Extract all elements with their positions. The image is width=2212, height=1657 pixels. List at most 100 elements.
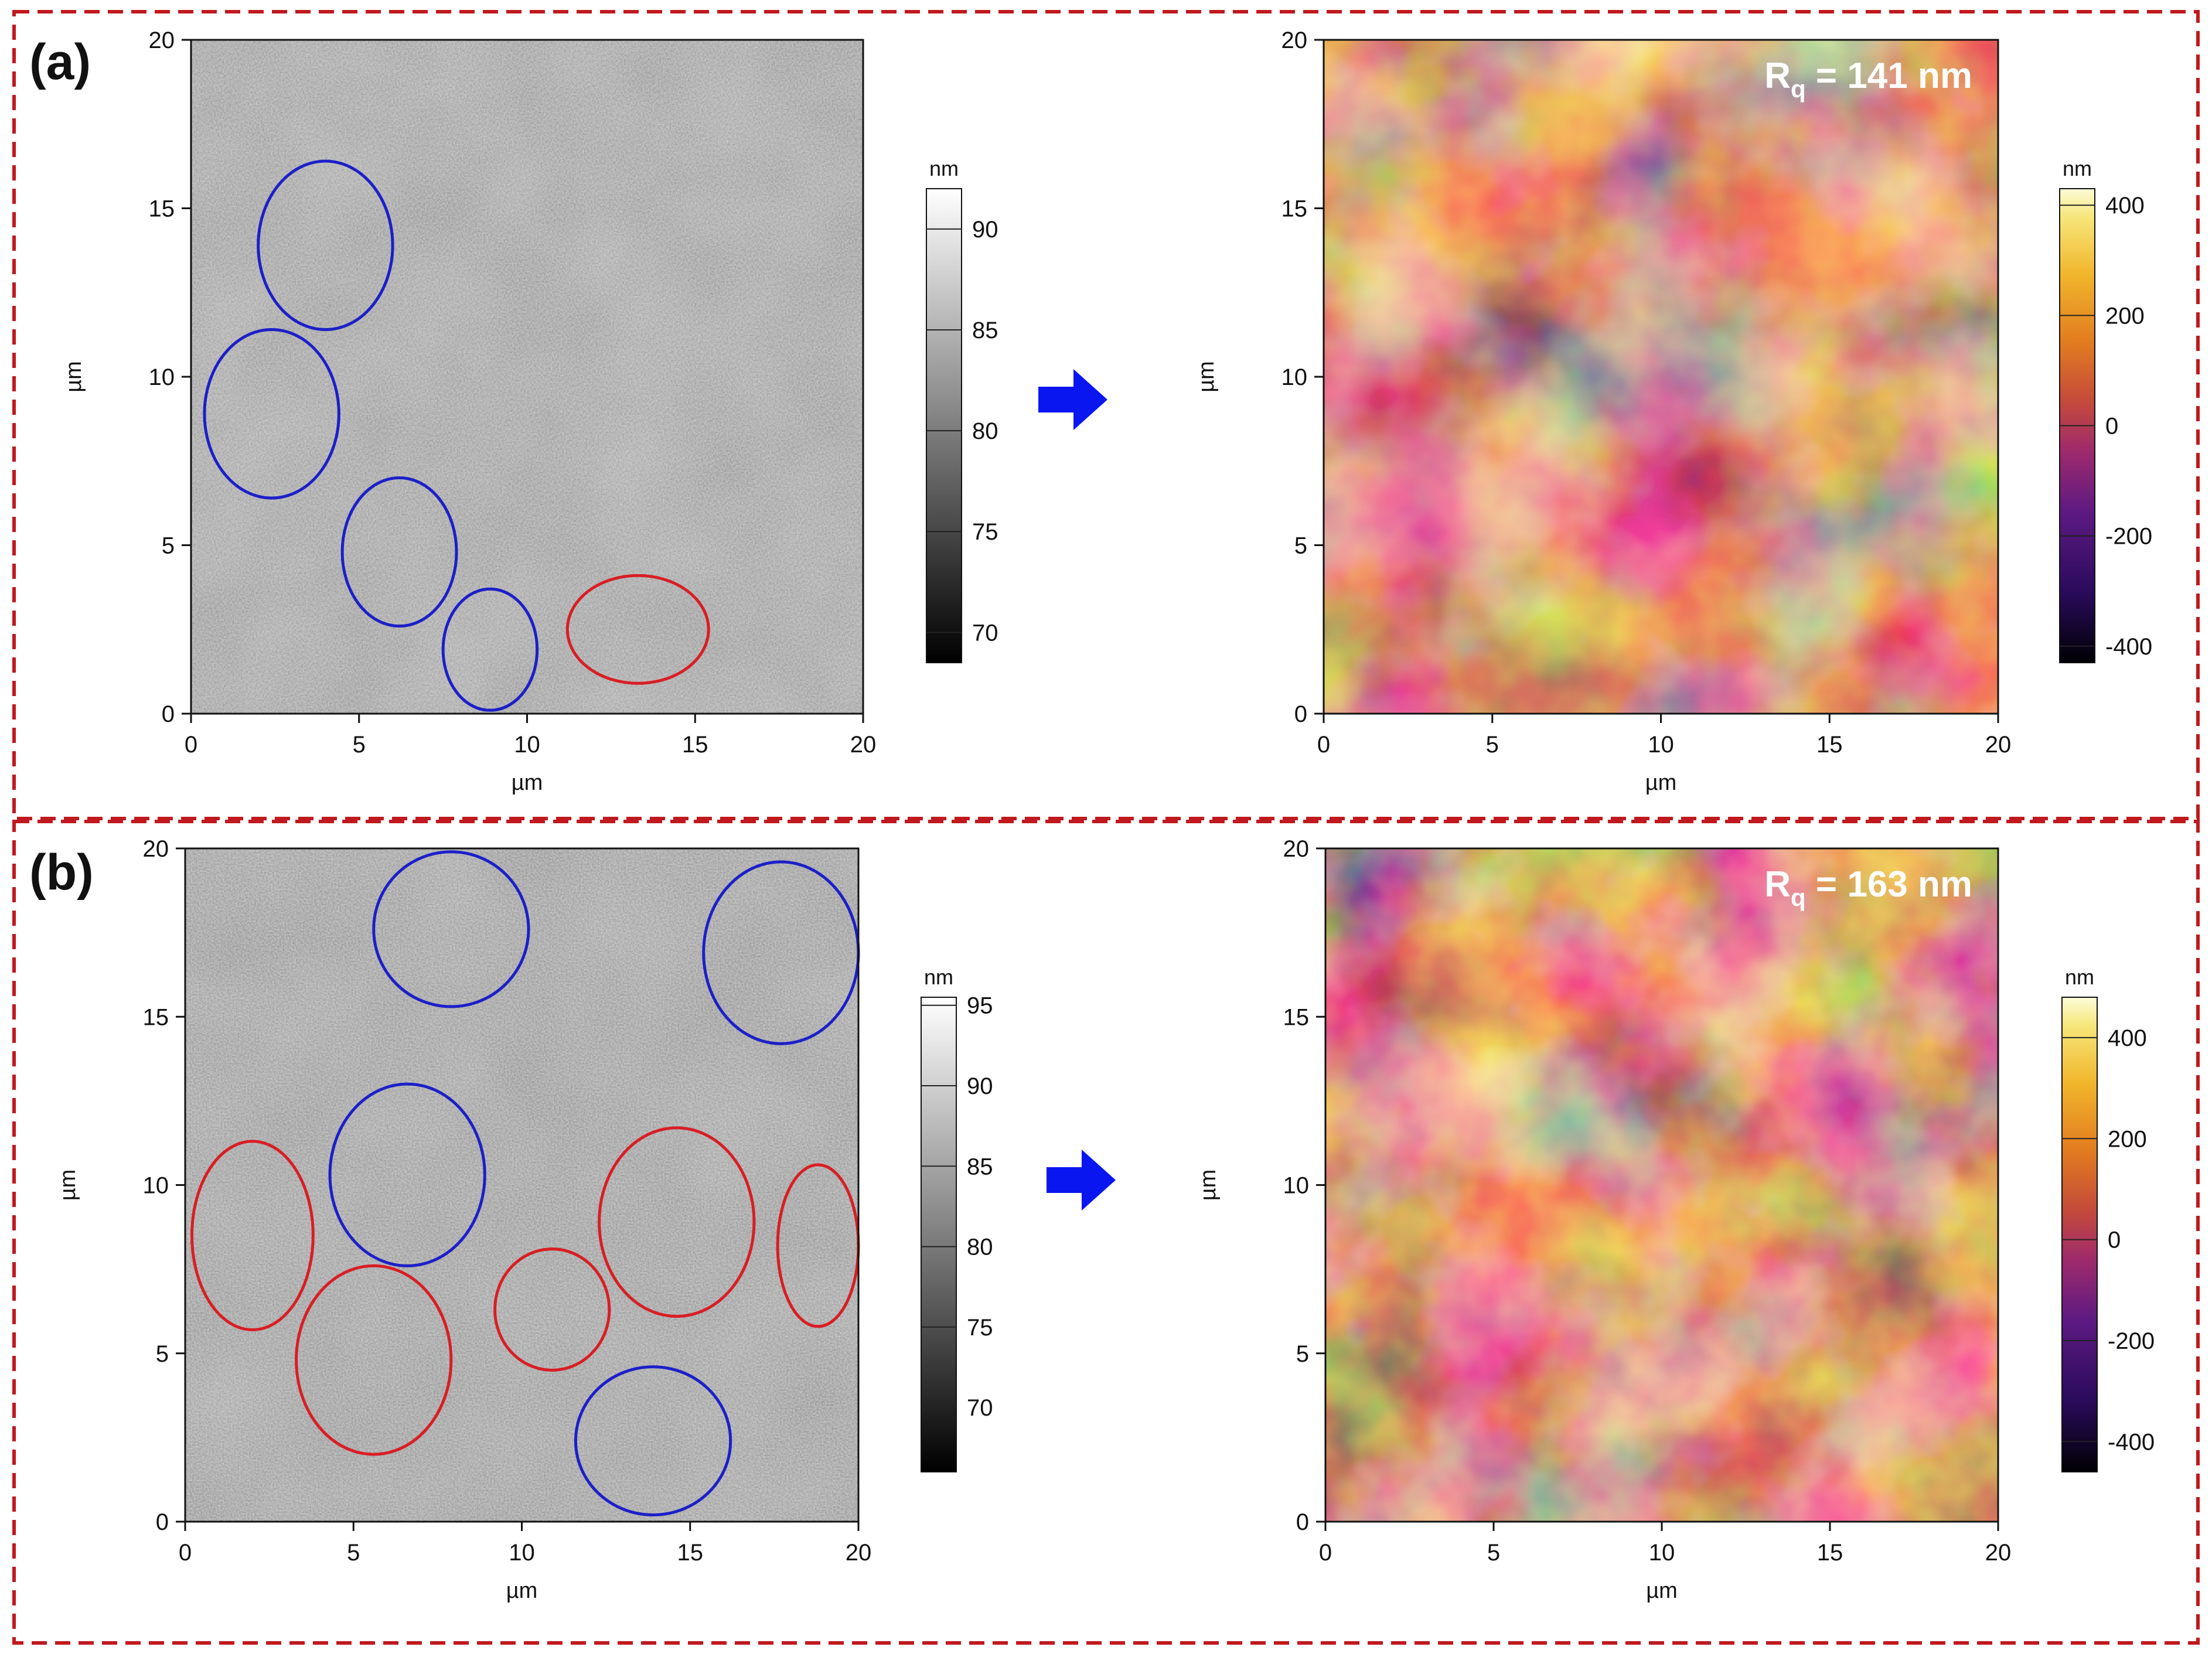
panel-b-right-ytick-label: 10 [1283, 1173, 1310, 1199]
panel-a-left-ytick-label: 10 [149, 364, 175, 390]
panel-a-rq-symbol: R [1764, 56, 1791, 96]
panel-b-left-xtick-label: 15 [677, 1540, 704, 1566]
panel-b-left-image [185, 848, 858, 1522]
panel-a-right-xlabel: µm [1645, 770, 1677, 795]
panel-a-right-xtick-label: 5 [1486, 732, 1499, 758]
panel-a-right-xtick-label: 15 [1816, 732, 1843, 758]
panel-b-left-colorbar-label: 95 [967, 993, 993, 1019]
panel-b-left-frame [184, 847, 860, 1523]
panel-a-blue-ellipse [441, 587, 539, 712]
panel-a-right-ytick-label: 5 [1294, 533, 1307, 559]
panel-a-left-xtick-label: 20 [850, 732, 877, 758]
panel-a-left-image-texture [191, 40, 863, 714]
panel-a-right-ytick-label: 0 [1294, 701, 1307, 727]
panel-b-right-frame [1324, 847, 1999, 1523]
panel-b-blue-ellipse [574, 1365, 732, 1517]
panel-a-left-ytick-label: 0 [162, 701, 175, 727]
panel-b-left-xtick-label: 0 [179, 1540, 192, 1566]
panel-b-rq-symbol: R [1764, 864, 1791, 905]
panel-a-rq-value: = 141 nm [1806, 56, 1972, 96]
panel-b-left-xtick-label: 10 [509, 1540, 535, 1566]
panel-a-right-xtick-label: 20 [1985, 732, 2012, 758]
panel-b-left-colorbar-label: 70 [967, 1395, 993, 1421]
panel-a-left-colorbar-label: 70 [972, 620, 998, 646]
panel-b-left-colorbar-label: 90 [967, 1073, 993, 1099]
panel-a-left-xtick-label: 10 [514, 732, 540, 758]
panel-b-arrow-icon [1047, 1150, 1116, 1211]
panel-b-right-image [1325, 848, 1998, 1522]
panel-b-rq-label: Rq = 163 nm [1764, 864, 1972, 911]
panel-a-left-xlabel: µm [512, 770, 543, 795]
panel-b-right-image-texture [1325, 848, 1998, 1522]
panel-a-label: (a) [29, 34, 91, 90]
panel-b-red-ellipse [493, 1247, 611, 1372]
panel-a-right-colorbar-label: -400 [2105, 634, 2152, 660]
panel-a-frame [12, 10, 2200, 820]
panel-b-blue-ellipse [328, 1082, 486, 1267]
panel-b-right-ytick-label: 15 [1283, 1004, 1310, 1030]
panel-b-red-ellipse [295, 1264, 453, 1456]
panel-a-right-frame [1323, 39, 1999, 715]
panel-a-right-colorbar-unit: nm [2063, 156, 2092, 180]
panel-a-arrow-icon [1038, 369, 1107, 430]
panel-b-rq-value: = 163 nm [1806, 864, 1972, 905]
panel-a-rq-subscript: q [1791, 75, 1806, 103]
panel-b-left-xtick-label: 5 [347, 1540, 360, 1566]
panel-a-left-colorbar-label: 90 [972, 217, 998, 243]
panel-b-left-colorbar-unit: nm [924, 965, 953, 989]
panel-b-left-ylabel: µm [56, 1170, 80, 1201]
panel-b-left-ytick-label: 0 [156, 1509, 169, 1535]
panel-b-left-colorbar-label: 75 [967, 1315, 993, 1341]
panel-a-left-colorbar-label: 85 [972, 318, 998, 343]
panel-b-left-colorbar [921, 997, 957, 1472]
panel-b-right-xlabel: µm [1646, 1578, 1678, 1603]
panel-a-left-xtick-label: 0 [185, 732, 197, 758]
panel-b-right-colorbar-label: -200 [2108, 1328, 2155, 1354]
panel-a-left-colorbar [926, 188, 962, 663]
panels: (a) 0 5 10 15 20 0 5 10 15 20 µm µm nm 70 75 80 85 90 0 5 10 1… [29, 28, 2155, 1603]
panel-a-left-xtick-label: 5 [353, 732, 366, 758]
panel-b-left-ytick-label: 10 [143, 1173, 169, 1199]
panel-b-red-ellipse [598, 1126, 756, 1318]
panel-b-right-colorbar [2061, 997, 2098, 1472]
panel-b-red-ellipse [190, 1140, 315, 1332]
panel-a-right-ylabel: µm [1194, 361, 1219, 393]
panel-a-right-ytick-label: 10 [1281, 364, 1308, 390]
panel-a-right-colorbar-label: 0 [2105, 414, 2118, 439]
panel-a-blue-ellipse [257, 159, 394, 331]
panel-b-right-xtick-label: 0 [1319, 1540, 1332, 1566]
panel-b-rq-subscript: q [1791, 884, 1806, 911]
panel-b-left-xlabel: µm [506, 1578, 538, 1603]
panel-a-right-ytick-label: 20 [1281, 28, 1308, 53]
panel-a-left-frame [190, 39, 864, 715]
panel-b-right-xtick-label: 20 [1985, 1540, 2012, 1566]
panel-b-right-ytick-label: 20 [1283, 836, 1310, 862]
panel-b-left-ytick-label: 20 [143, 836, 169, 862]
panel-b-left-colorbar-label: 80 [967, 1235, 993, 1260]
panel-a-right-xtick-label: 0 [1317, 732, 1330, 758]
panel-b-right-colorbar-label: -400 [2108, 1429, 2155, 1455]
panel-a-right-image-texture [1324, 40, 1998, 714]
panel-a: (a) 0 5 10 15 20 0 5 10 15 20 µm µm nm 70 75 80 85 90 0 5 10 1… [29, 28, 2152, 795]
panel-a-right-colorbar-label: 400 [2105, 193, 2145, 219]
panel-b-left-ytick-label: 15 [143, 1004, 169, 1030]
panel-a-left-ytick-label: 20 [149, 28, 175, 53]
panel-b-right-colorbar-label: 400 [2108, 1025, 2147, 1051]
panel-a-right-colorbar-label: -200 [2105, 524, 2152, 550]
panel-a-left-xtick-label: 15 [682, 732, 708, 758]
panel-b-right-ylabel: µm [1196, 1170, 1221, 1201]
panel-b-right-ytick-label: 0 [1296, 1509, 1309, 1535]
panel-b-right-ytick-label: 5 [1296, 1341, 1309, 1367]
panel-b-left-image-texture [185, 848, 858, 1522]
panel-b-left-colorbar-label: 85 [967, 1154, 993, 1179]
panel-b-frame [12, 820, 2200, 1645]
panel-a-left-colorbar-label: 80 [972, 418, 998, 444]
panel-a-red-ellipse [565, 574, 710, 685]
panel-a-left-colorbar-unit: nm [929, 156, 959, 180]
panel-a-left-colorbar-label: 75 [972, 519, 998, 545]
panel-b-left-xtick-label: 20 [846, 1540, 872, 1566]
panel-a-right-ytick-label: 15 [1281, 196, 1308, 222]
panel-b-right-xtick-label: 5 [1487, 1540, 1500, 1566]
panel-b-right-xtick-label: 10 [1649, 1540, 1675, 1566]
